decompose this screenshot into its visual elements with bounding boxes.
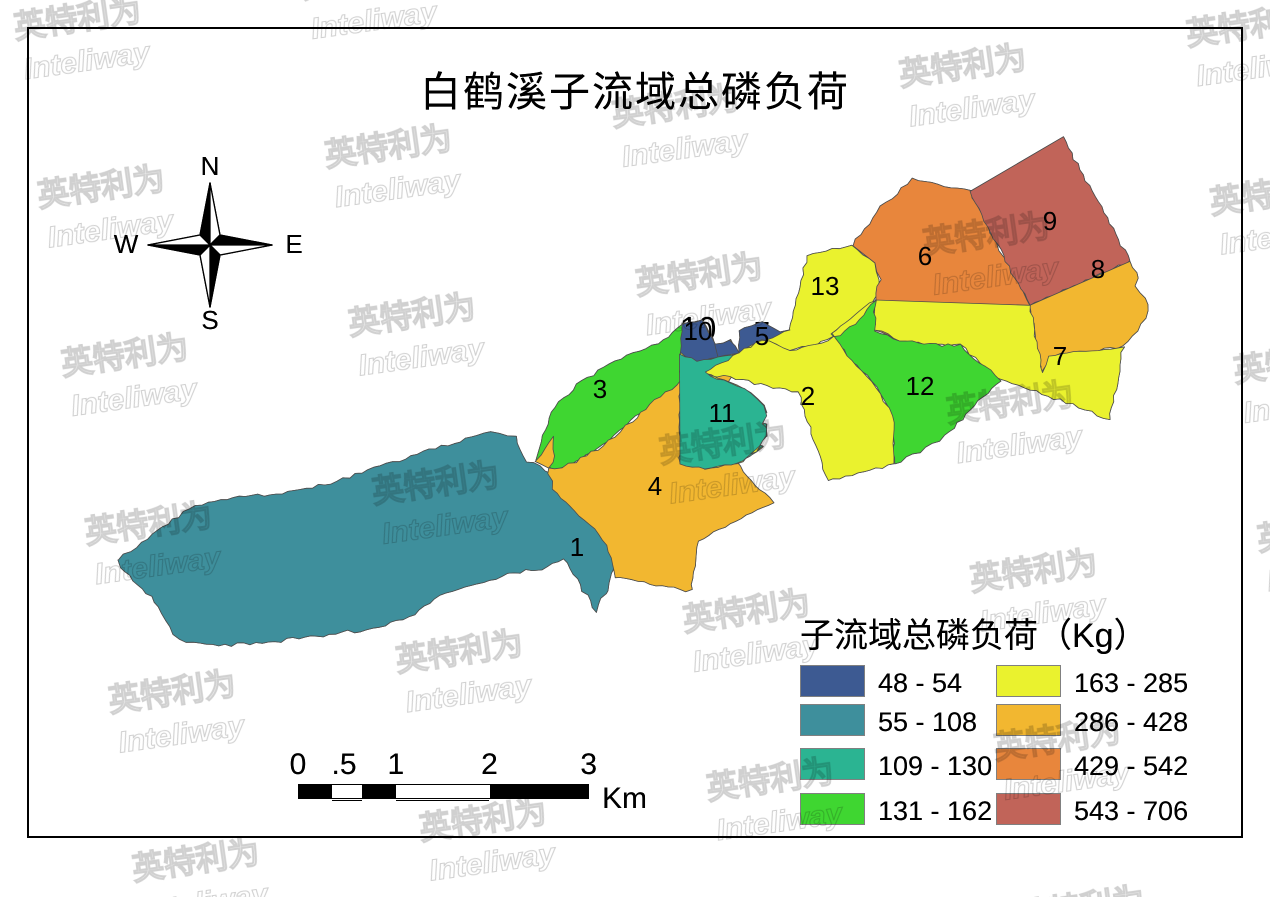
svg-text:2: 2 [801,381,815,411]
svg-text:3: 3 [593,374,607,404]
svg-text:4: 4 [648,471,662,501]
svg-text:7: 7 [1053,341,1067,371]
svg-text:11: 11 [709,398,736,428]
svg-text:10: 10 [684,316,713,346]
svg-text:1: 1 [570,532,584,562]
svg-text:6: 6 [918,241,932,271]
svg-text:8: 8 [1091,254,1105,284]
svg-text:12: 12 [906,371,935,401]
svg-text:5: 5 [755,321,769,351]
svg-text:9: 9 [1043,206,1057,236]
svg-text:13: 13 [811,271,840,301]
